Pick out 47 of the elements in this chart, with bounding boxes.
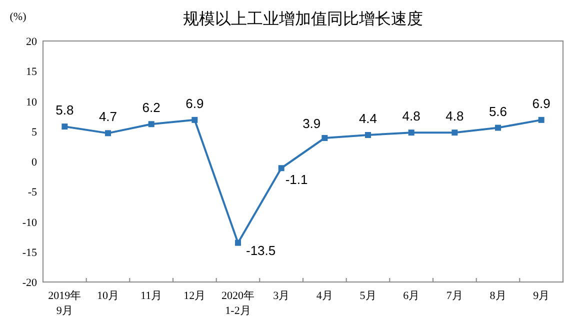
data-label: -1.1: [285, 172, 308, 188]
x-tick-label: 6月: [403, 290, 420, 302]
x-tick-label: 5月: [360, 290, 376, 302]
x-tick-label: 12月: [184, 290, 206, 302]
data-label: 3.9: [302, 116, 321, 132]
x-tick-label: 2019年 9月: [48, 290, 82, 317]
point: [408, 130, 414, 136]
y-tick-label: 5: [32, 126, 38, 138]
data-label: 6.9: [532, 96, 550, 111]
point: [452, 130, 458, 136]
point: [495, 124, 501, 131]
x-tick-label: 8月: [490, 290, 506, 302]
data-label: 4.8: [446, 108, 464, 124]
point: [538, 116, 544, 123]
point: [105, 130, 111, 136]
y-tick-label: 15: [26, 66, 38, 78]
y-tick-label: 20: [26, 36, 38, 48]
y-axis-title: (%): [10, 11, 27, 23]
data-label: -13.5: [246, 242, 276, 258]
point: [235, 240, 241, 246]
x-tick-label: 10月: [97, 290, 119, 302]
x-tick-label: 7月: [446, 290, 463, 302]
x-tick-label: 2020年 1-2月: [222, 290, 254, 317]
data-label: 4.8: [402, 108, 420, 124]
y-tick-label: -10: [22, 216, 38, 229]
point: [322, 135, 328, 142]
data-label: 4.7: [98, 109, 118, 124]
point: [192, 116, 198, 123]
point: [62, 124, 68, 130]
x-tick-label: 4月: [316, 290, 333, 302]
y-tick-label: -15: [22, 246, 38, 259]
data-label: 6.9: [186, 96, 204, 111]
y-tick-label: -5: [28, 186, 38, 199]
x-tick-label: 9月: [533, 290, 550, 302]
point: [148, 121, 154, 128]
data-label: 6.2: [142, 100, 160, 116]
point: [365, 132, 371, 138]
y-tick-label: -20: [22, 277, 38, 289]
x-tick-label: 3月: [273, 290, 290, 302]
y-tick-label: 10: [26, 96, 38, 108]
x-tick-label: 11月: [140, 290, 162, 302]
data-label: 5.8: [56, 102, 74, 118]
data-label: 4.4: [358, 110, 378, 126]
point: [278, 165, 284, 172]
y-tick-label: 0: [32, 156, 38, 168]
chart-title: 规模以上工业增加值同比增长速度: [183, 10, 423, 28]
data-label: 5.6: [488, 104, 508, 119]
